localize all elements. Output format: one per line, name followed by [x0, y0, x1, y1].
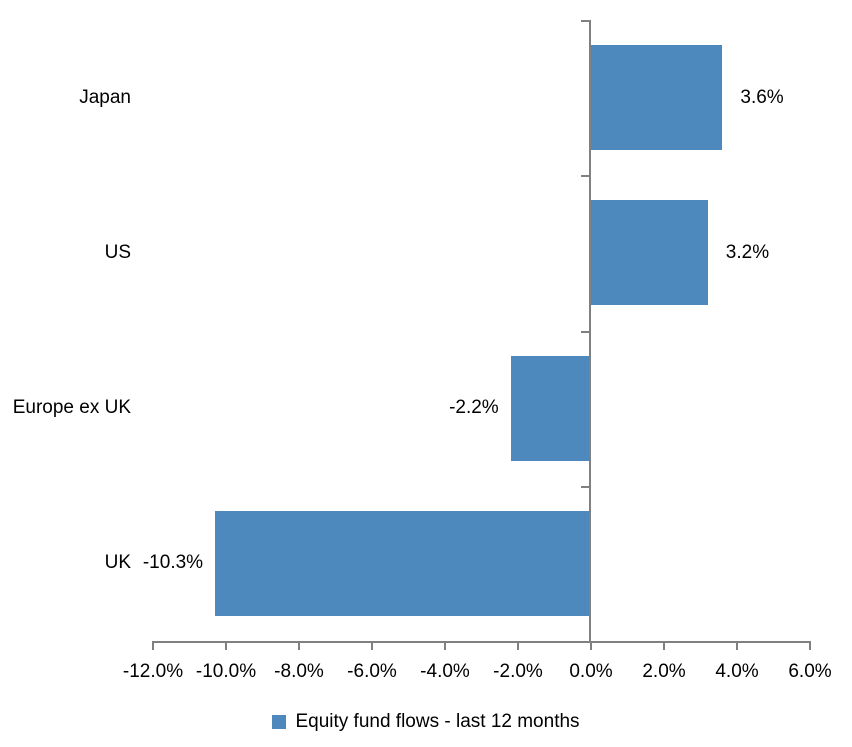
x-tick	[663, 641, 665, 650]
x-tick-label: 4.0%	[715, 661, 759, 682]
x-tick-label: -12.0%	[122, 661, 184, 682]
x-tick-label: -8.0%	[274, 661, 324, 682]
x-tick-label: -2.0%	[493, 661, 543, 682]
x-tick	[517, 641, 519, 650]
x-tick-label: 6.0%	[788, 661, 832, 682]
value-label-japan: 3.6%	[740, 86, 784, 108]
x-tick-label: -10.0%	[195, 661, 257, 682]
category-label-us: US	[104, 241, 131, 263]
legend: Equity fund flows - last 12 months	[0, 706, 852, 738]
x-tick-label: 2.0%	[642, 661, 686, 682]
legend-color-swatch	[272, 715, 287, 729]
x-tick	[371, 641, 373, 650]
value-label-us: 3.2%	[725, 241, 770, 263]
category-tick	[581, 175, 589, 178]
x-tick	[736, 641, 738, 650]
bar-europe-ex-uk	[510, 355, 591, 461]
value-label-uk: -10.3%	[142, 552, 204, 574]
value-label-europe-ex-uk: -2.2%	[449, 397, 499, 419]
zero-axis-line	[589, 20, 591, 643]
x-tick	[444, 641, 446, 650]
bar-us	[591, 200, 708, 306]
category-tick	[581, 20, 589, 22]
x-tick-label: -4.0%	[420, 661, 470, 682]
x-tick	[809, 641, 811, 650]
category-label-japan: Japan	[79, 86, 131, 108]
bar-japan	[591, 45, 723, 151]
x-axis-line	[152, 641, 811, 643]
x-tick-label: -6.0%	[347, 661, 397, 682]
category-label-europe-ex-uk: Europe ex UK	[12, 397, 131, 419]
bar-uk	[215, 510, 591, 616]
legend-label: Equity fund flows - last 12 months	[295, 711, 580, 732]
category-tick	[581, 485, 589, 488]
x-tick	[590, 641, 592, 650]
x-tick	[152, 641, 154, 650]
x-tick	[225, 641, 227, 650]
category-label-uk: UK	[104, 552, 131, 574]
x-tick	[298, 641, 300, 650]
category-tick	[581, 330, 589, 333]
x-tick-label: 0.0%	[569, 661, 613, 682]
